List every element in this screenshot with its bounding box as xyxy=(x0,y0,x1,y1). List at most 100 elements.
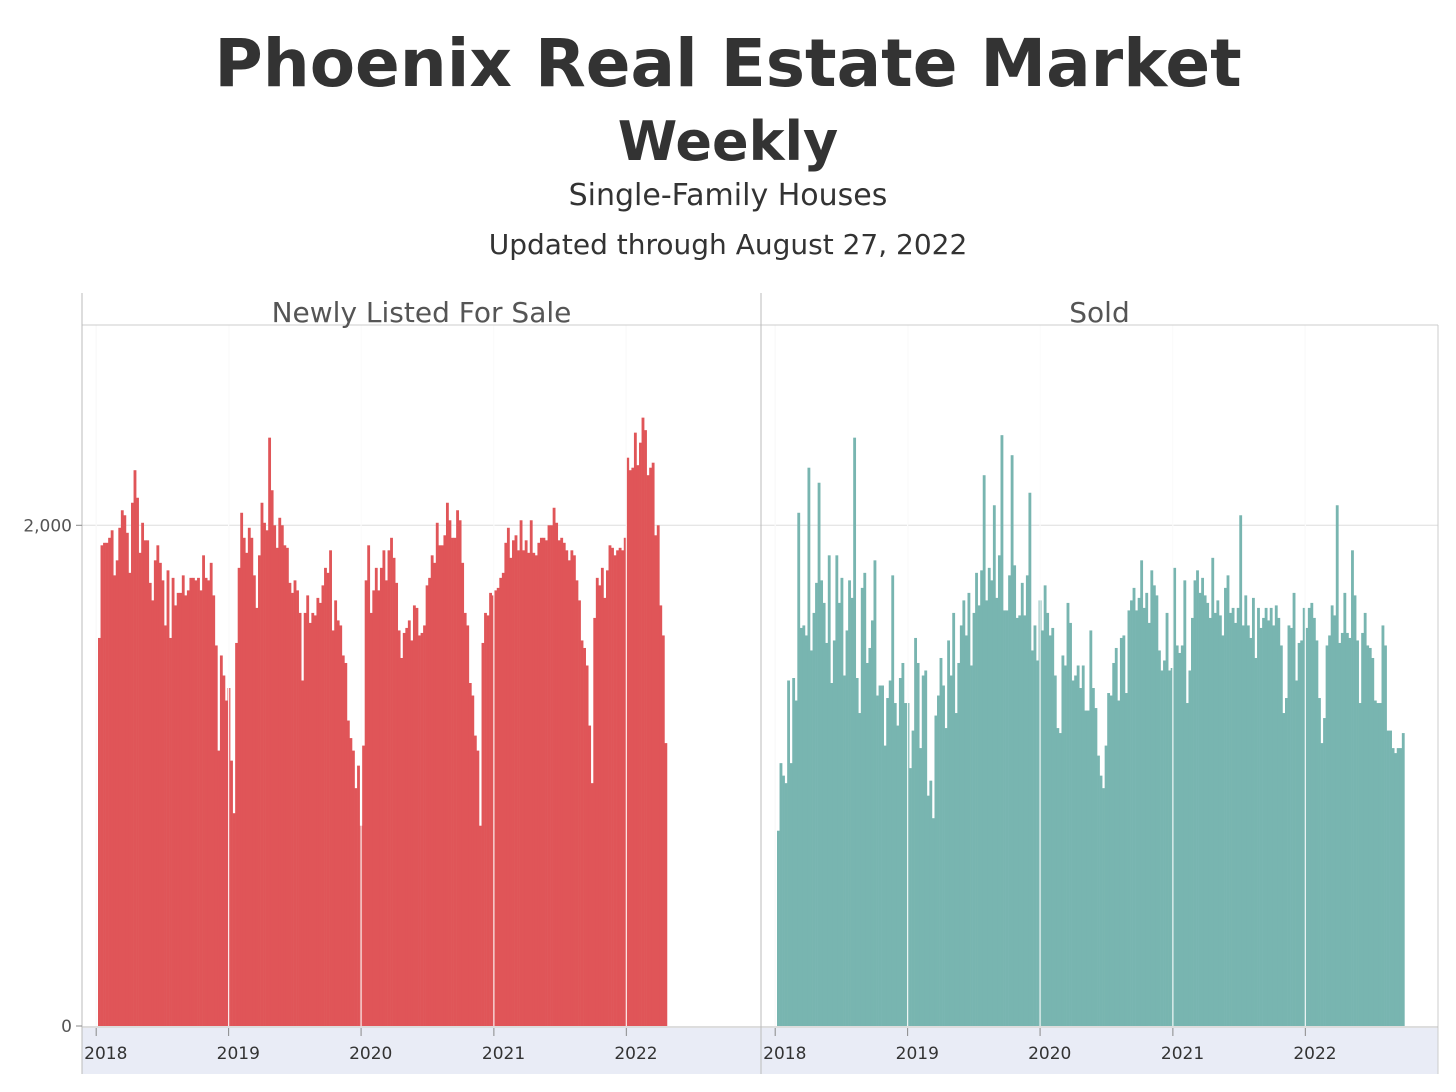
x-tick-label: 2018 xyxy=(84,1044,127,1064)
bar xyxy=(1114,647,1118,1026)
bar xyxy=(466,625,470,1026)
bar xyxy=(230,760,233,1026)
bar xyxy=(1102,788,1105,1026)
bar xyxy=(1058,733,1062,1026)
bar xyxy=(151,600,155,1026)
bar xyxy=(1005,610,1009,1026)
bar xyxy=(822,602,826,1026)
x-tick-label: 2020 xyxy=(349,1044,392,1064)
y-tick-label: 0 xyxy=(61,1017,72,1037)
bar xyxy=(639,442,642,1026)
bar xyxy=(1008,575,1011,1026)
bar xyxy=(633,432,637,1026)
bar xyxy=(656,525,660,1026)
bar xyxy=(985,600,989,1026)
bar xyxy=(105,542,109,1026)
bar xyxy=(1394,753,1398,1026)
bar xyxy=(435,522,439,1026)
bar xyxy=(1145,592,1149,1026)
bar xyxy=(997,555,1001,1026)
bar xyxy=(815,582,818,1026)
bar xyxy=(1180,645,1184,1026)
bar xyxy=(1069,622,1072,1026)
bar xyxy=(1254,657,1258,1026)
bar xyxy=(1000,435,1004,1026)
bar xyxy=(939,657,943,1026)
bar xyxy=(919,748,923,1026)
bar xyxy=(1287,625,1291,1026)
bar xyxy=(1381,625,1385,1026)
bar xyxy=(1315,640,1319,1026)
bar xyxy=(1251,597,1255,1026)
bar xyxy=(283,545,287,1026)
bar xyxy=(1310,602,1314,1026)
bar xyxy=(270,490,274,1026)
bar xyxy=(860,587,864,1026)
bar xyxy=(799,627,803,1026)
bar xyxy=(575,580,579,1026)
bar xyxy=(911,730,915,1026)
bar xyxy=(1142,607,1146,1026)
bar xyxy=(382,550,386,1026)
bar xyxy=(481,642,485,1026)
bar xyxy=(1236,607,1240,1026)
bar xyxy=(1086,710,1090,1026)
bar xyxy=(301,680,305,1026)
bar xyxy=(555,522,559,1026)
bar xyxy=(1036,660,1039,1026)
bar xyxy=(636,465,640,1026)
bar xyxy=(1127,610,1131,1026)
bar xyxy=(883,745,887,1026)
bar xyxy=(1061,655,1065,1026)
bar xyxy=(1076,665,1080,1026)
bar xyxy=(260,502,264,1026)
bar xyxy=(830,683,834,1026)
bar xyxy=(794,700,798,1026)
bar xyxy=(1081,665,1085,1026)
bar xyxy=(242,537,246,1026)
bar xyxy=(212,595,216,1026)
bar xyxy=(1191,617,1194,1026)
bar xyxy=(1122,635,1126,1026)
bar xyxy=(1028,492,1032,1026)
bar xyxy=(308,622,312,1026)
bar xyxy=(1094,708,1098,1026)
bar xyxy=(603,597,607,1026)
bar xyxy=(1239,515,1243,1026)
bar xyxy=(1140,560,1144,1026)
bar xyxy=(593,617,597,1026)
bar xyxy=(252,575,256,1026)
bar xyxy=(438,545,442,1026)
bar xyxy=(626,457,630,1026)
bar xyxy=(504,542,508,1026)
x-tick-label: 2021 xyxy=(482,1044,525,1064)
bar xyxy=(1246,625,1250,1026)
bar xyxy=(644,430,647,1026)
bar xyxy=(1358,703,1362,1026)
bar xyxy=(219,655,223,1026)
bar xyxy=(186,590,190,1026)
bar xyxy=(585,665,589,1026)
bar xyxy=(349,738,353,1026)
bar xyxy=(501,572,505,1026)
bar xyxy=(628,470,632,1027)
bar xyxy=(606,570,609,1026)
bar xyxy=(265,530,269,1026)
bar xyxy=(1231,607,1235,1026)
bar xyxy=(527,552,531,1026)
bar xyxy=(217,750,221,1026)
bar xyxy=(987,567,991,1026)
bar xyxy=(1104,745,1108,1026)
bar xyxy=(1259,627,1263,1026)
bar xyxy=(463,612,467,1026)
updated-note: Updated through August 27, 2022 xyxy=(488,228,968,261)
bar xyxy=(176,592,180,1026)
bar xyxy=(1323,718,1326,1026)
bar xyxy=(784,783,788,1026)
bar xyxy=(565,550,569,1026)
bar xyxy=(108,537,111,1026)
bar xyxy=(863,572,867,1026)
bar xyxy=(313,615,317,1026)
bar xyxy=(240,512,244,1026)
bar xyxy=(1135,610,1138,1026)
